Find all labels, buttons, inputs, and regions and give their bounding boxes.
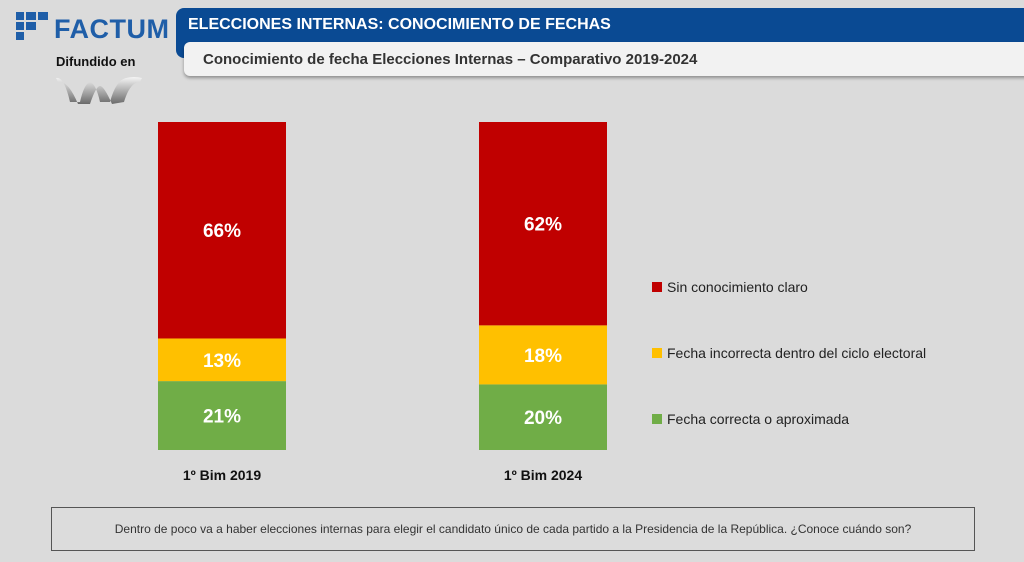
legend-item-fecha-correcta: Fecha correcta o aproximada — [652, 411, 849, 427]
media-w-logo-icon — [56, 77, 142, 104]
bar-segment — [158, 338, 286, 382]
legend-swatch-red-icon — [652, 282, 662, 292]
data-label: 21% — [203, 407, 241, 428]
question-box: Dentro de poco va a haber elecciones int… — [51, 507, 975, 551]
legend-swatch-yellow-icon — [652, 348, 662, 358]
bar-segment — [158, 122, 286, 339]
x-tick-label: 1º Bim 2024 — [504, 467, 582, 483]
legend-label: Fecha correcta o aproximada — [667, 411, 850, 427]
bar-segment — [479, 384, 607, 450]
bar-segment — [479, 325, 607, 385]
factum-logo: FACTUM Difundido en — [14, 12, 174, 107]
data-label: 66% — [203, 221, 241, 242]
legend-label: Fecha incorrecta dentro del ciclo electo… — [667, 345, 927, 361]
page-title: ELECCIONES INTERNAS: CONOCIMIENTO DE FEC… — [188, 16, 611, 33]
data-label: 18% — [524, 346, 562, 367]
legend-swatch-green-icon — [652, 414, 662, 424]
chart-subtitle: Conocimiento de fecha Elecciones Interna… — [203, 51, 698, 68]
legend-item-sin-conocimiento: Sin conocimiento claro — [652, 279, 808, 295]
data-label: 20% — [524, 408, 562, 429]
legend-item-fecha-incorrecta: Fecha incorrecta dentro del ciclo electo… — [652, 345, 926, 361]
legend-label: Sin conocimiento claro — [667, 279, 808, 295]
subtitle-box — [184, 42, 1024, 76]
bar-segment — [158, 381, 286, 450]
data-label: 62% — [524, 215, 562, 236]
x-tick-label: 1º Bim 2019 — [183, 467, 261, 483]
factum-logo-mark-icon — [14, 12, 50, 44]
factum-logo-text: FACTUM — [54, 14, 170, 44]
survey-question: Dentro de poco va a haber elecciones int… — [114, 522, 912, 536]
difundido-label: Difundido en — [56, 54, 136, 69]
data-label: 13% — [203, 351, 241, 372]
bar-segment — [479, 122, 607, 326]
